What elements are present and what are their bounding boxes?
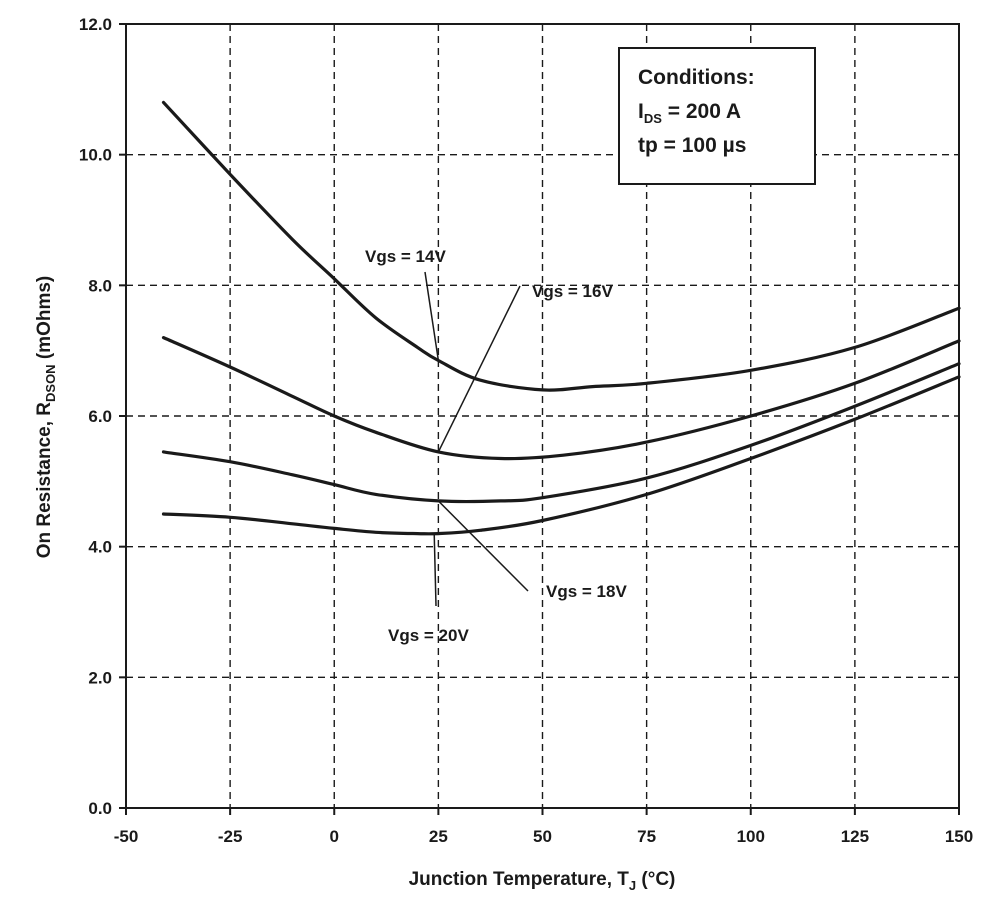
y-tick-label: 0.0 [88,799,112,818]
y-tick-label: 10.0 [79,146,112,165]
conditions-box: Conditions: IDS = 200 A tp = 100 µs [618,47,816,185]
conditions-current: IDS = 200 A [638,100,741,126]
x-axis-ticks: -50 -25 0 25 50 75 100 125 150 [114,808,973,846]
leader-line-vgs-20v [433,533,437,607]
conditions-heading: Conditions: [638,66,755,89]
y-axis-ticks: 0.0 2.0 4.0 6.0 8.0 10.0 12.0 [79,15,126,818]
y-axis-title: On Resistance, RDSON (mOhms) [34,276,58,559]
annotation-vgs-16v: Vgs = 16V [532,282,613,301]
x-tick-label: 25 [429,827,448,846]
x-tick-label: -50 [114,827,139,846]
x-tick-label: 75 [637,827,656,846]
series-line-vgs-14v [161,100,961,392]
y-tick-label: 2.0 [88,668,112,687]
y-tick-label: 8.0 [88,276,112,295]
x-axis-title: Junction Temperature, TJ (°C) [409,869,676,893]
series-lines [161,100,961,536]
x-tick-label: -25 [218,827,243,846]
grid [126,24,959,808]
annotation-leaders [424,271,529,607]
series-line-vgs-16v [161,336,961,461]
y-tick-label: 4.0 [88,538,112,557]
annotation-vgs-18v: Vgs = 18V [546,582,627,601]
y-tick-label: 6.0 [88,407,112,426]
annotation-vgs-14v: Vgs = 14V [365,247,446,266]
leader-line-vgs-18v [437,500,529,592]
conditions-pulse-width: tp = 100 µs [638,134,746,157]
series-line-vgs-20v [161,375,961,536]
y-tick-label: 12.0 [79,15,112,34]
annotation-vgs-20v: Vgs = 20V [388,626,469,645]
series-line-vgs-18v [161,362,961,504]
x-tick-label: 100 [737,827,765,846]
leader-line-vgs-14v [424,271,440,361]
x-tick-label: 150 [945,827,973,846]
conditions-box-frame [618,47,816,185]
leader-line-vgs-16v [437,285,521,453]
x-tick-label: 0 [330,827,339,846]
x-tick-label: 125 [841,827,869,846]
x-tick-label: 50 [533,827,552,846]
